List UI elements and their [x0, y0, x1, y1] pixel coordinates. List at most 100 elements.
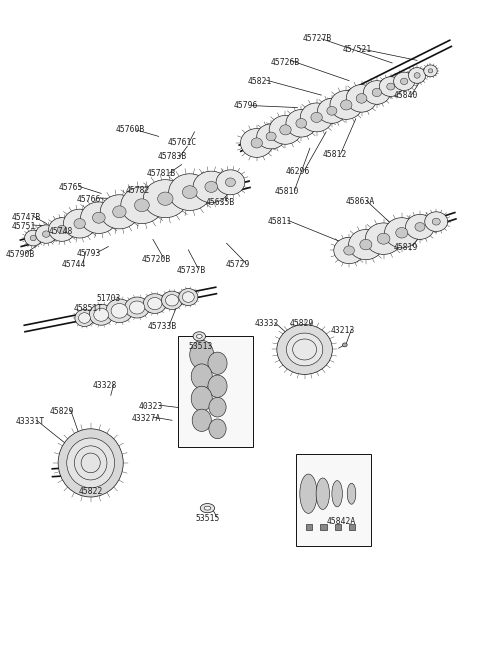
Ellipse shape	[208, 375, 227, 397]
Ellipse shape	[300, 103, 333, 132]
Text: 45793: 45793	[76, 249, 101, 258]
Bar	[178, 336, 253, 447]
Text: 43327A: 43327A	[132, 414, 161, 423]
Ellipse shape	[125, 297, 150, 318]
Ellipse shape	[182, 186, 197, 198]
Ellipse shape	[240, 129, 273, 158]
Text: 51703: 51703	[96, 294, 121, 303]
Ellipse shape	[287, 333, 323, 366]
Ellipse shape	[75, 309, 94, 327]
Ellipse shape	[134, 199, 149, 212]
Ellipse shape	[58, 429, 123, 497]
Ellipse shape	[384, 217, 419, 248]
Ellipse shape	[365, 223, 402, 254]
Ellipse shape	[89, 304, 113, 325]
Text: 45748: 45748	[48, 227, 73, 236]
Text: 45726B: 45726B	[271, 58, 300, 67]
Ellipse shape	[318, 99, 346, 124]
Text: 45811: 45811	[268, 217, 292, 226]
Ellipse shape	[414, 73, 420, 78]
Ellipse shape	[208, 352, 227, 374]
Ellipse shape	[311, 112, 322, 122]
Ellipse shape	[209, 419, 226, 439]
Text: 45765: 45765	[58, 183, 83, 192]
Text: 45744: 45744	[62, 260, 86, 269]
Ellipse shape	[168, 173, 211, 210]
Text: 45782: 45782	[125, 187, 149, 195]
Ellipse shape	[342, 343, 347, 347]
Ellipse shape	[280, 125, 291, 135]
Ellipse shape	[396, 227, 408, 238]
Bar	[335, 524, 341, 530]
Ellipse shape	[424, 65, 437, 77]
Text: 45812: 45812	[323, 150, 347, 158]
Ellipse shape	[106, 299, 133, 323]
Bar	[297, 455, 371, 546]
Text: 45790B: 45790B	[5, 250, 35, 259]
Ellipse shape	[81, 453, 100, 473]
Ellipse shape	[296, 118, 307, 128]
Text: 53513: 53513	[189, 342, 213, 351]
Ellipse shape	[346, 85, 377, 112]
Ellipse shape	[144, 179, 187, 217]
Ellipse shape	[79, 313, 90, 323]
Text: 43328: 43328	[93, 381, 117, 390]
Ellipse shape	[347, 484, 356, 504]
Text: 45/521: 45/521	[343, 44, 372, 53]
Ellipse shape	[428, 69, 433, 73]
Ellipse shape	[344, 246, 355, 255]
Text: 46296: 46296	[286, 167, 310, 175]
Ellipse shape	[408, 68, 426, 83]
Ellipse shape	[327, 106, 337, 115]
Ellipse shape	[192, 409, 211, 432]
Ellipse shape	[415, 223, 425, 231]
Text: 45635B: 45635B	[205, 198, 235, 207]
Ellipse shape	[400, 78, 408, 85]
Ellipse shape	[363, 81, 390, 104]
Text: 43332: 43332	[254, 319, 279, 328]
Bar	[306, 524, 312, 530]
Ellipse shape	[425, 212, 448, 231]
Ellipse shape	[251, 138, 263, 148]
Text: 45766: 45766	[76, 195, 101, 204]
Ellipse shape	[269, 116, 302, 145]
Ellipse shape	[179, 288, 198, 306]
Ellipse shape	[432, 218, 440, 225]
Ellipse shape	[348, 229, 383, 260]
Ellipse shape	[30, 235, 36, 240]
Ellipse shape	[144, 294, 166, 313]
Text: 45819: 45819	[393, 242, 418, 252]
Ellipse shape	[226, 178, 236, 187]
Ellipse shape	[113, 206, 126, 217]
Ellipse shape	[257, 124, 286, 149]
Ellipse shape	[161, 291, 182, 309]
Text: 45761C: 45761C	[167, 139, 196, 147]
Ellipse shape	[67, 438, 115, 487]
Text: 45727B: 45727B	[302, 34, 332, 43]
Ellipse shape	[111, 304, 128, 318]
Text: 45747B: 45747B	[11, 213, 40, 221]
Text: 45821: 45821	[247, 78, 272, 87]
Ellipse shape	[356, 93, 367, 103]
Ellipse shape	[204, 506, 211, 510]
Bar	[321, 524, 326, 530]
Ellipse shape	[372, 88, 382, 97]
Ellipse shape	[340, 100, 352, 110]
Text: 45783B: 45783B	[157, 152, 187, 161]
Ellipse shape	[100, 194, 139, 229]
Ellipse shape	[36, 225, 57, 243]
Text: 45796: 45796	[234, 101, 258, 110]
Text: 45842A: 45842A	[327, 518, 356, 526]
Ellipse shape	[377, 233, 390, 244]
Text: 45810: 45810	[275, 187, 299, 196]
Ellipse shape	[57, 225, 67, 234]
Ellipse shape	[63, 209, 96, 238]
Ellipse shape	[387, 83, 395, 90]
Text: 45720B: 45720B	[142, 254, 171, 263]
Text: 45781B: 45781B	[147, 169, 176, 177]
Ellipse shape	[334, 237, 364, 263]
Ellipse shape	[200, 503, 215, 512]
Ellipse shape	[209, 397, 226, 417]
Text: 45760B: 45760B	[116, 125, 145, 134]
Ellipse shape	[394, 72, 415, 91]
